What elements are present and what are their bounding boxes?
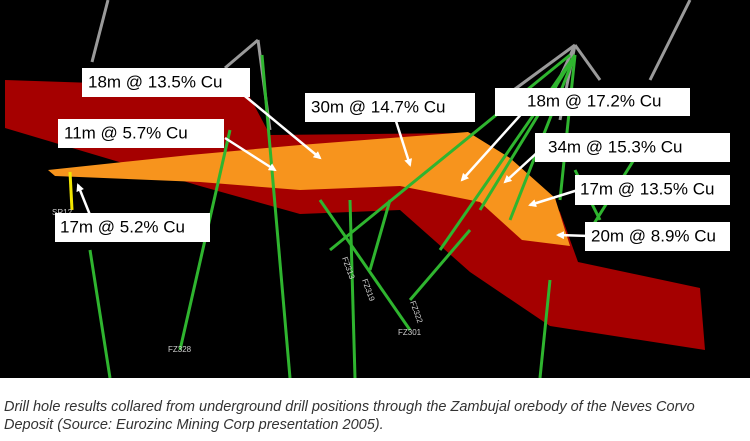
assay-label: 11m @ 5.7% Cu (64, 123, 188, 142)
assay-label: 18m @ 17.2% Cu (527, 91, 661, 110)
assay-labels: 18m @ 13.5% Cu 30m @ 14.7% Cu 18m @ 17.2… (55, 68, 730, 251)
assay-label: 18m @ 13.5% Cu (88, 72, 222, 91)
assay-label: 17m @ 13.5% Cu (580, 179, 714, 198)
assay-label: 17m @ 5.2% Cu (60, 217, 185, 236)
assay-label: 20m @ 8.9% Cu (591, 226, 716, 245)
assay-label: 34m @ 15.3% Cu (548, 137, 682, 156)
assay-arrows (76, 91, 591, 240)
hole-id: FZ328 (168, 345, 192, 354)
caption: Drill hole results collared from undergr… (4, 399, 695, 433)
section-image: SR12 FZ313 FZ319 FZ322 FZ301 FZ328 18m @… (0, 0, 750, 378)
hole-id: SR12 (52, 208, 73, 217)
assay-label: 30m @ 14.7% Cu (311, 97, 445, 116)
hole-id: FZ301 (398, 328, 422, 337)
